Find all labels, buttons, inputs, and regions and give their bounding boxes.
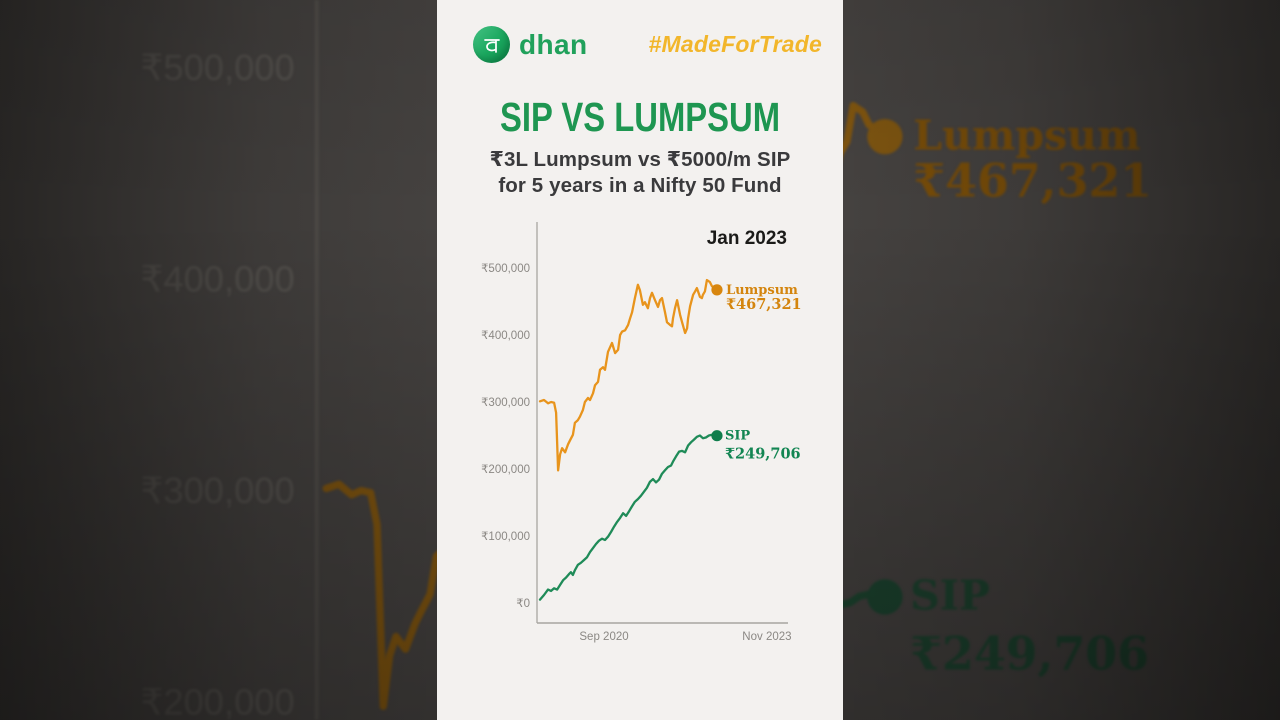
series-value-label-lumpsum: ₹467,321	[726, 296, 802, 313]
x-tick-label: Sep 2020	[579, 631, 628, 643]
panel-header: dhan #MadeForTrade	[473, 26, 822, 63]
y-tick-label: ₹400,000	[140, 259, 294, 300]
y-tick-label: ₹500,000	[140, 47, 294, 88]
y-tick-label: ₹0	[516, 598, 530, 610]
series-value-label-lumpsum: ₹467,321	[913, 154, 1152, 208]
sip-vs-lumpsum-chart: ₹0 ₹100,000 ₹200,000 ₹300,000 ₹400,000 ₹500,0…	[481, 222, 802, 643]
series-line-lumpsum	[538, 278, 719, 472]
series-end-dot-sip	[711, 430, 723, 442]
subtitle-line-2: for 5 years in a Nifty 50 Fund	[498, 174, 782, 197]
devanagari-dha-glyph-icon	[483, 38, 500, 53]
page-title: SIP VS LUMPSUM	[499, 94, 781, 140]
y-tick-label: ₹400,000	[481, 330, 530, 342]
series-name-label-sip: SIP	[910, 571, 990, 620]
dhan-logo: dhan	[473, 26, 587, 63]
date-annotation: Jan 2023	[853, 0, 1106, 5]
chart-subtitle: ₹3L Lumpsum vs ₹5000/m SIP for 5 years i…	[437, 147, 843, 199]
y-tick-label: ₹500,000	[481, 263, 530, 275]
subtitle-line-1: ₹3L Lumpsum vs ₹5000/m SIP	[489, 148, 791, 171]
series-line-sip	[538, 433, 719, 601]
series-end-dot-lumpsum	[711, 284, 723, 296]
y-tick-label: ₹300,000	[481, 397, 530, 409]
dhan-logo-icon	[473, 26, 510, 63]
y-tick-label: ₹100,000	[481, 531, 530, 543]
series-value-label-sip: ₹249,706	[725, 446, 801, 463]
content-panel: dhan #MadeForTrade SIP VS LUMPSUM ₹3L Lu…	[437, 0, 843, 720]
y-tick-label: ₹300,000	[140, 470, 294, 511]
y-tick-label: ₹200,000	[140, 682, 294, 720]
y-tick-label: ₹200,000	[481, 464, 530, 476]
series-end-dot-sip	[867, 579, 903, 615]
series-value-label-sip: ₹249,706	[910, 627, 1149, 681]
campaign-hashtag: #MadeForTrade	[648, 31, 822, 57]
date-annotation: Jan 2023	[707, 228, 787, 249]
series-name-label-sip: SIP	[725, 429, 750, 444]
brand-wordmark: dhan	[519, 28, 588, 60]
x-tick-label: Nov 2023	[742, 631, 791, 643]
series-name-label-lumpsum: Lumpsum	[726, 283, 798, 298]
series-end-dot-lumpsum	[867, 118, 903, 155]
series-name-label-lumpsum: Lumpsum	[913, 110, 1140, 159]
